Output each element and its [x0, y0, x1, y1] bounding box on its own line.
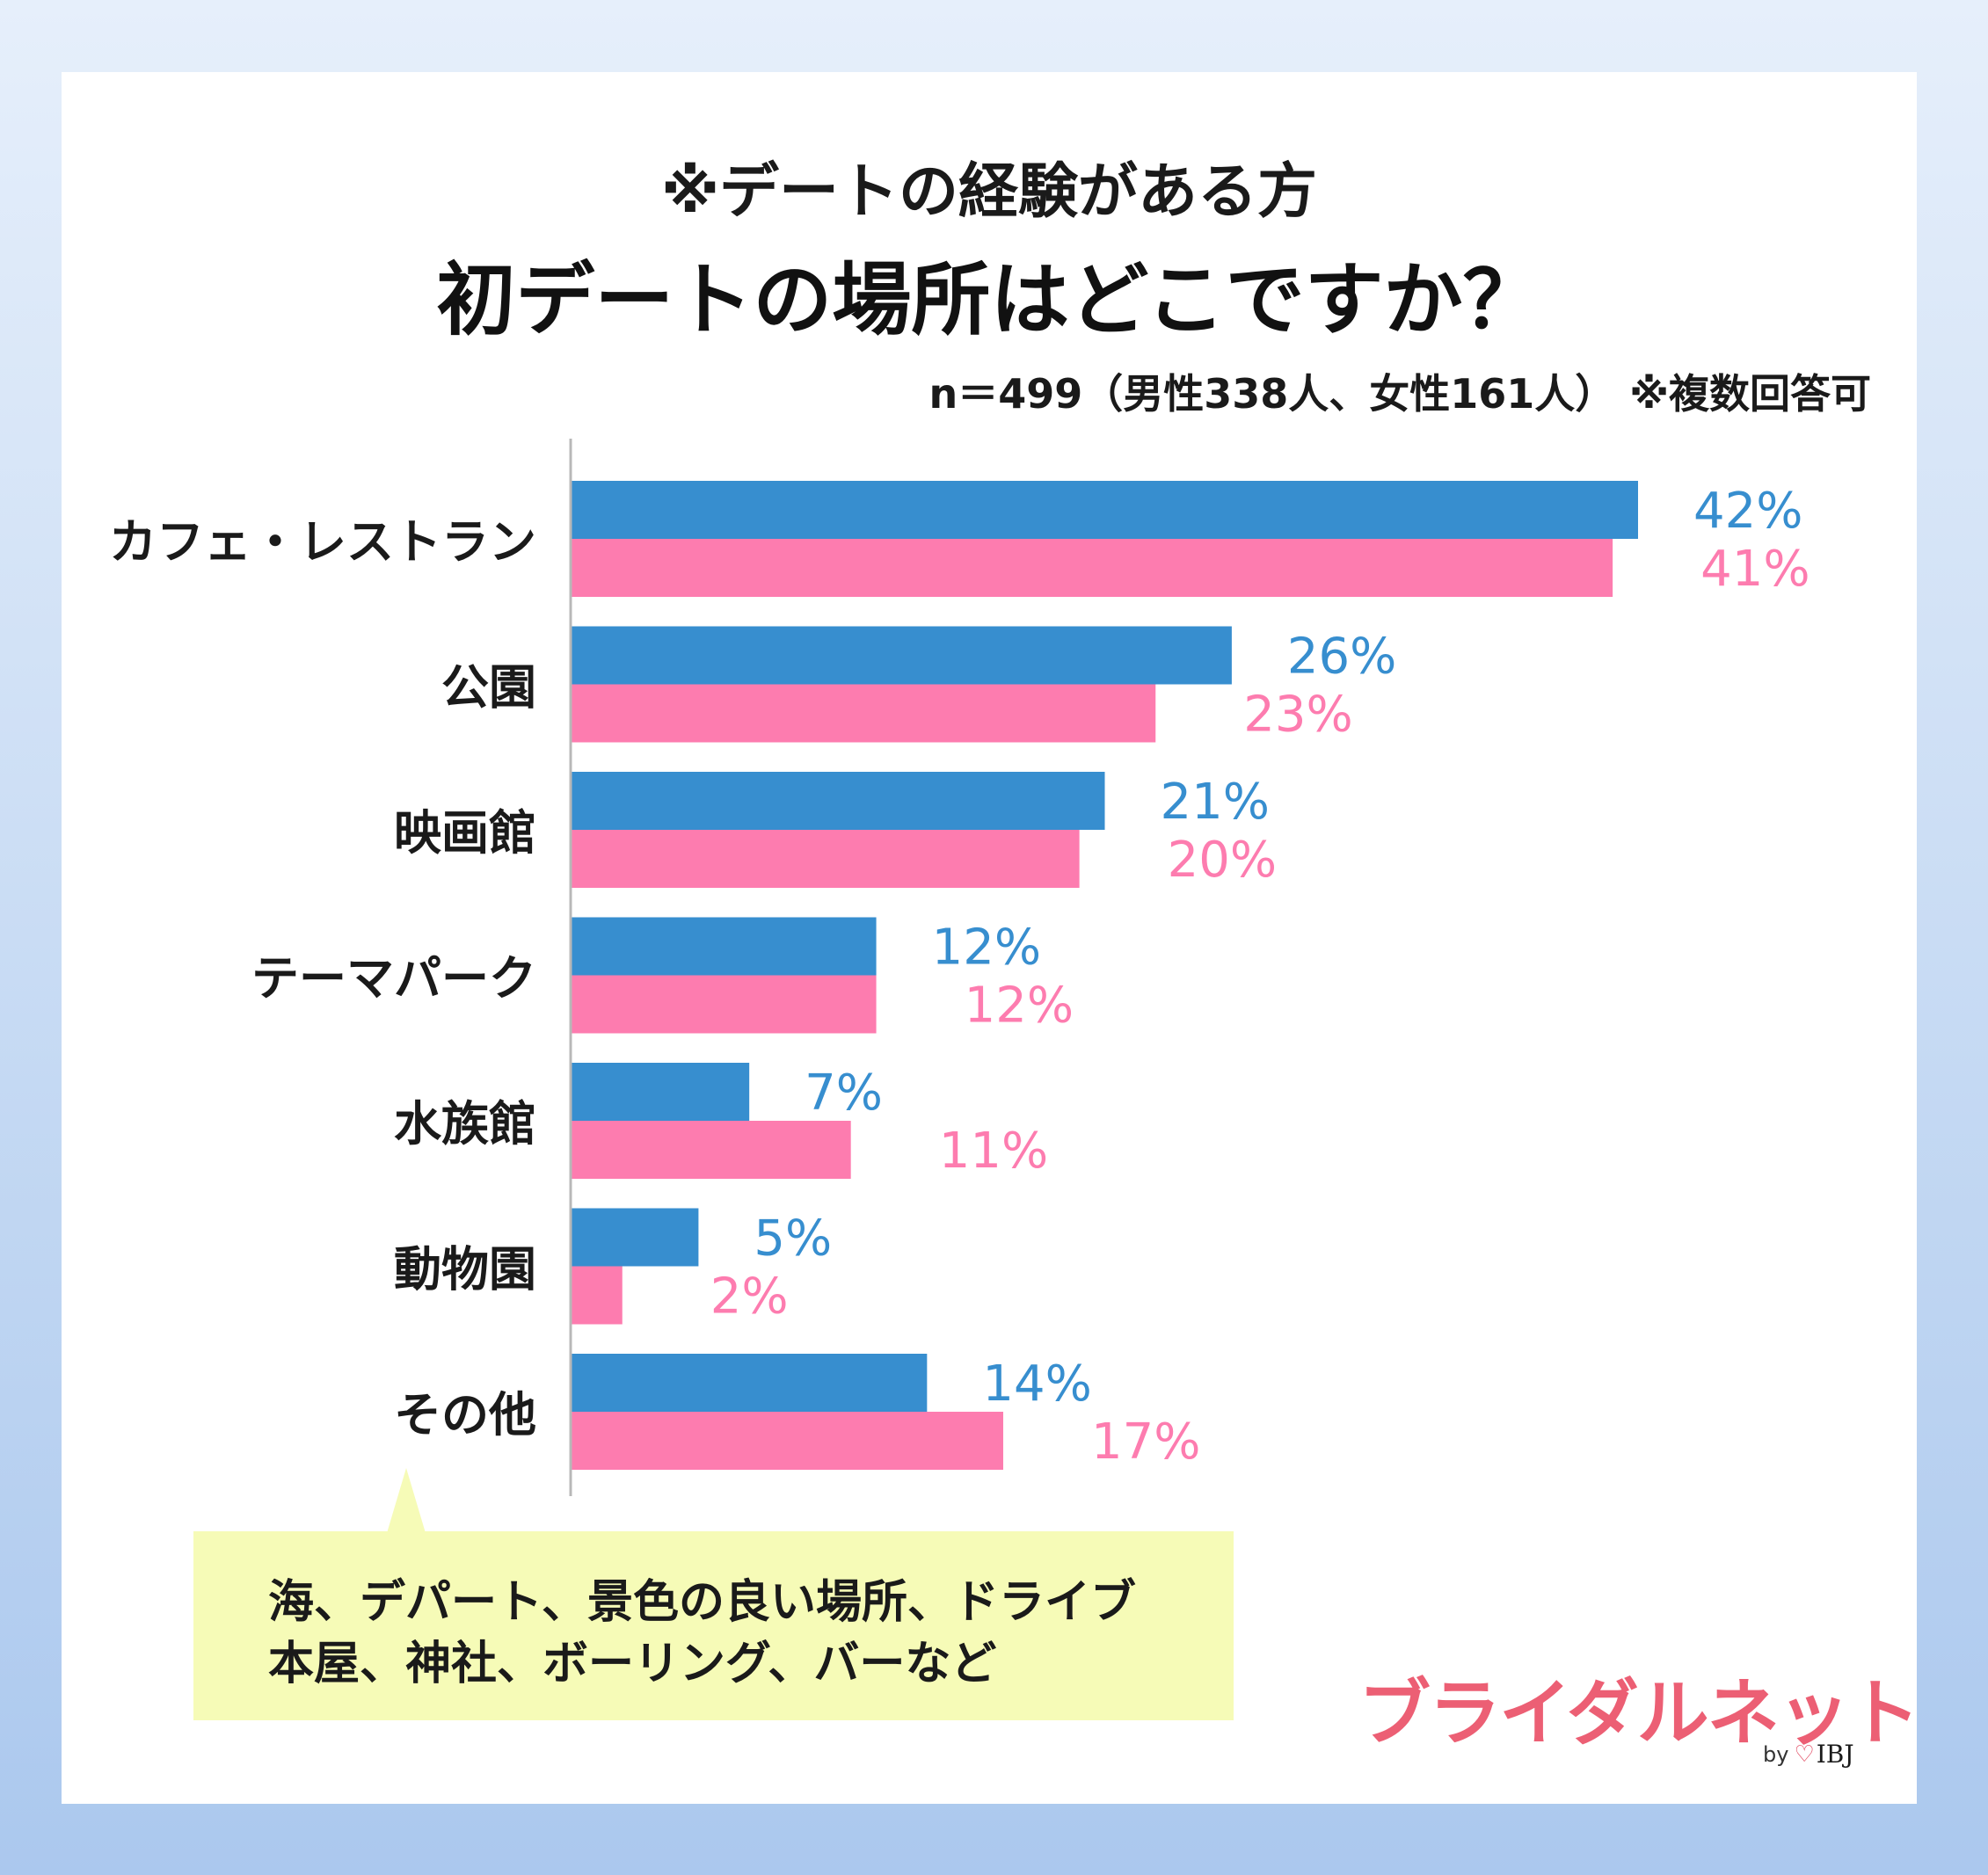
- value-label: 26%: [1287, 629, 1396, 686]
- category-label: 動物園: [394, 1242, 536, 1297]
- category-label: 水族館: [394, 1096, 536, 1152]
- value-label: 17%: [1091, 1414, 1200, 1471]
- bar-male: [572, 1354, 928, 1412]
- bar-male: [572, 626, 1232, 685]
- bar-male: [572, 481, 1638, 539]
- category-label: 公園: [441, 660, 536, 716]
- chart-subtitle: ※デートの経験がある方: [660, 157, 1318, 227]
- category-label: カフェ・レストラン: [109, 514, 536, 570]
- value-label: 5%: [754, 1210, 832, 1268]
- bar-female: [572, 830, 1080, 888]
- chart-card: ※デートの経験がある方 初デートの場所はどこですか？ n＝499（男性338人、…: [62, 72, 1920, 1804]
- other-callout: 海、デパート、景色の良い場所、ドライブ 本屋、神社、ボーリング、バーなど: [193, 1531, 1234, 1720]
- bar-chart: カフェ・レストラン 42%41% 公園 26%23% 映画館 21%20% テーマパーク 12…: [109, 439, 1810, 1496]
- callout-line-2: 本屋、神社、ボーリング、バーなど: [268, 1638, 997, 1690]
- bar-male: [572, 1063, 750, 1121]
- bar-male: [572, 772, 1105, 830]
- bar-male: [572, 1208, 699, 1267]
- bar-female: [572, 1412, 1003, 1470]
- brand-logo: ブライダルネット: [1358, 1672, 1920, 1755]
- sample-size-note: n＝499（男性338人、女性161人） ※複数回答可: [928, 370, 1871, 418]
- callout-text: 海、デパート、景色の良い場所、ドライブ 本屋、神社、ボーリング、バーなど: [268, 1572, 1136, 1695]
- value-label: 21%: [1161, 774, 1270, 831]
- brand-byline: by ♡ IBJ: [1763, 1740, 1854, 1769]
- value-label: 7%: [805, 1065, 883, 1122]
- value-label: 14%: [982, 1355, 1091, 1413]
- category-label: その他: [394, 1387, 536, 1443]
- value-label: 2%: [710, 1268, 789, 1326]
- category-label: 映画館: [394, 805, 536, 861]
- value-label: 20%: [1168, 832, 1277, 889]
- bar-female: [572, 975, 877, 1034]
- callout-tail: [387, 1468, 426, 1533]
- value-label: 11%: [939, 1123, 1048, 1180]
- value-label: 41%: [1700, 541, 1810, 598]
- category-label: テーマパーク: [251, 951, 536, 1007]
- bar-female: [572, 684, 1156, 743]
- bar-male: [572, 917, 877, 976]
- byline-by: by: [1763, 1741, 1789, 1767]
- bar-female: [572, 1266, 623, 1325]
- bar-female: [572, 539, 1613, 597]
- value-label: 42%: [1693, 483, 1802, 540]
- callout-line-1: 海、デパート、景色の良い場所、ドライブ: [268, 1576, 1136, 1629]
- value-label: 12%: [932, 919, 1041, 977]
- bar-female: [572, 1121, 851, 1179]
- byline-brand: IBJ: [1816, 1740, 1854, 1769]
- heart-icon: ♡: [1794, 1741, 1815, 1768]
- value-label: 23%: [1243, 687, 1352, 744]
- chart-title: 初デートの場所はどこですか？: [436, 254, 1542, 346]
- value-label: 12%: [965, 977, 1074, 1035]
